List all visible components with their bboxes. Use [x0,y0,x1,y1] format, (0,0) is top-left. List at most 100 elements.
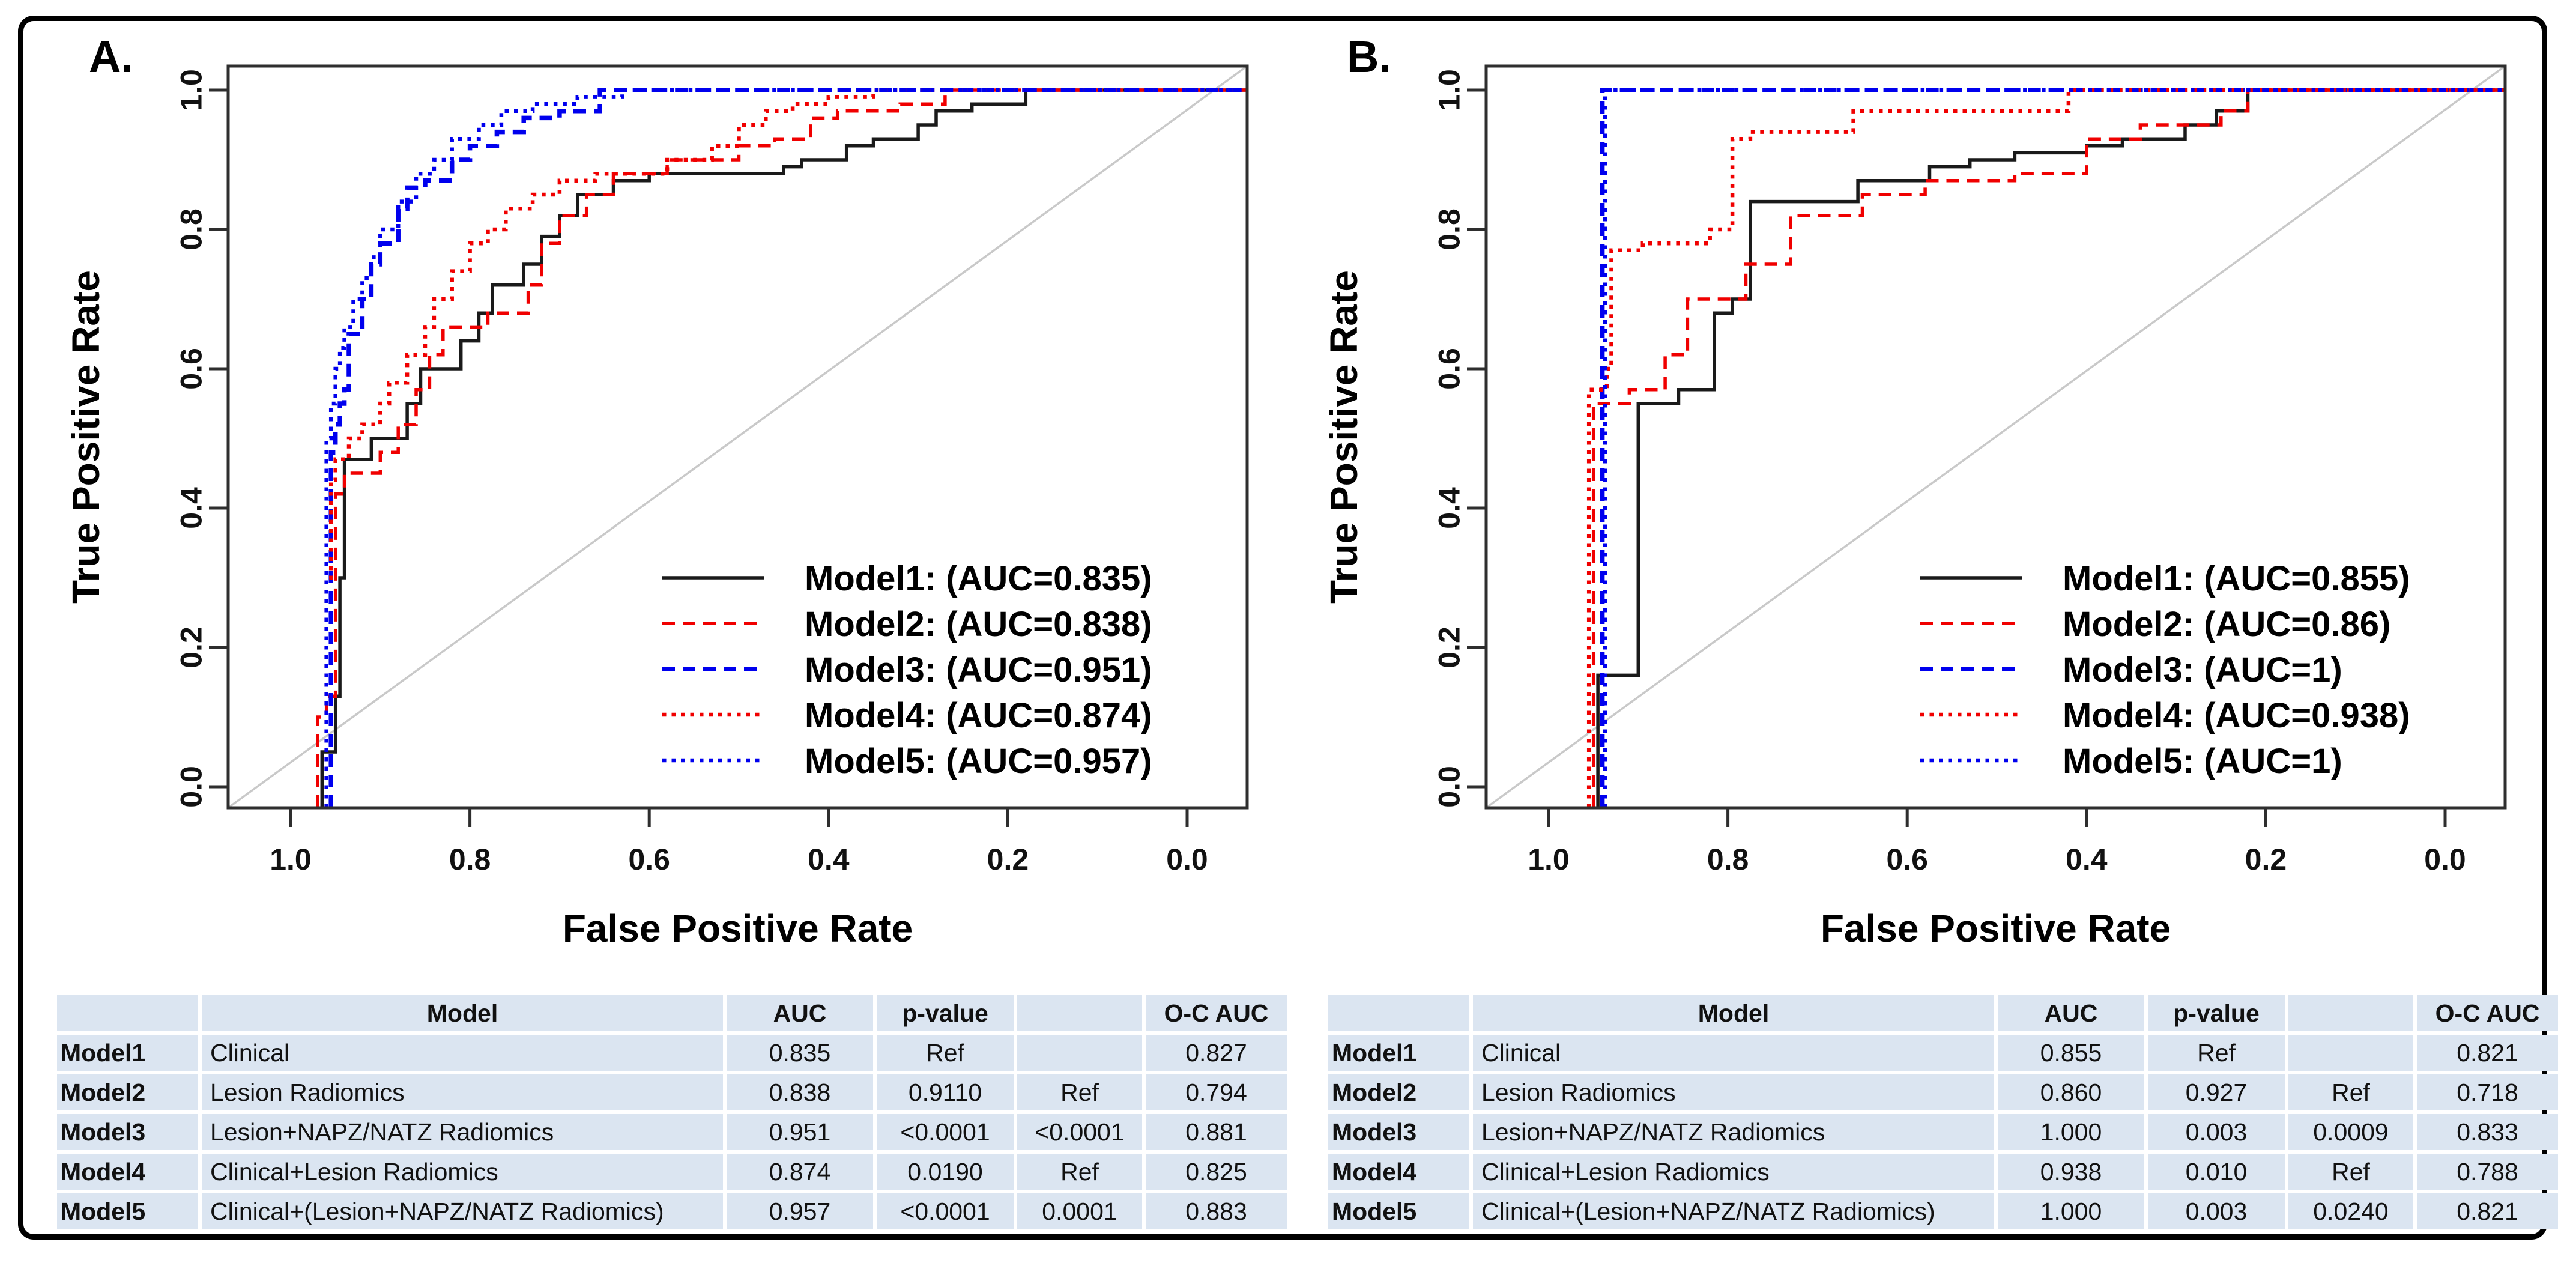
table-cell: 0.0009 [2288,1114,2413,1150]
table-cell: Lesion+NAPZ/NATZ Radiomics [202,1114,723,1150]
table-cell: 0.938 [1998,1154,2144,1190]
table-row-header: Model1 [1328,1035,1469,1071]
table-header-blank [57,995,198,1031]
results-table-a: Model AUC p-value O-C AUC Model1 Clinical 0.83… [57,995,1287,1229]
table-header-blank [1017,995,1142,1031]
table-cell: 0.718 [2417,1074,2558,1110]
table-cell: Lesion Radiomics [1473,1074,1994,1110]
table-header-blank [2288,995,2413,1031]
table-cell: 0.860 [1998,1074,2144,1110]
results-table-b: Model AUC p-value O-C AUC Model1 Clinical 0.85… [1328,995,2558,1229]
roc-curve-model3 [328,88,1247,808]
y-tick-label: 0.2 [1433,626,1466,668]
figure-border [18,16,2547,1240]
legend-label-model1: Model1: (AUC=0.835) [805,559,1152,598]
table-row-header: Model5 [1328,1193,1469,1229]
y-tick-label: 0.0 [1433,766,1466,808]
panel-label: B. [1347,32,1391,82]
y-tick-label: 0.4 [175,487,208,529]
diagonal-reference-line [1485,65,2506,809]
table-cell: Ref [2288,1154,2413,1190]
legend-label-model4: Model4: (AUC=0.938) [2063,696,2410,735]
table-cell: 0.927 [2148,1074,2285,1110]
table-header-o-c-auc: O-C AUC [2417,995,2558,1031]
table-cell: Ref [2288,1074,2413,1110]
table-cell: <0.0001 [1017,1114,1142,1150]
table-cell: 0.003 [2148,1193,2285,1229]
table-row-header: Model4 [57,1154,198,1190]
table-cell: Lesion+NAPZ/NATZ Radiomics [1473,1114,1994,1150]
table-cell: 0.881 [1146,1114,1287,1150]
legend-label-model3: Model3: (AUC=1) [2063,650,2342,689]
table-header-model: Model [1473,995,1994,1031]
y-tick-label: 0.8 [175,208,208,250]
table-cell [1017,1035,1142,1071]
table-cell: Ref [1017,1154,1142,1190]
roc-curve-model5 [324,88,1247,808]
x-tick-label: 0.8 [1707,843,1749,876]
table-header-auc: AUC [1998,995,2144,1031]
table-cell: 0.874 [727,1154,873,1190]
y-tick-label: 0.6 [1433,348,1466,390]
table-header-auc: AUC [727,995,873,1031]
diagonal-reference-line [227,65,1248,809]
x-tick-label: 1.0 [1528,843,1570,876]
table-cell: 0.0190 [877,1154,1014,1190]
x-axis-title: False Positive Rate [1821,907,2171,950]
y-tick-label: 0.2 [175,626,208,668]
table-header-o-c-auc: O-C AUC [1146,995,1287,1031]
legend-label-model5: Model5: (AUC=0.957) [805,742,1152,781]
y-axis-title: True Positive Rate [64,270,107,604]
table-cell: Clinical [1473,1035,1994,1071]
table-cell: 0.855 [1998,1035,2144,1071]
panel-label: A. [89,32,133,82]
table-row-header: Model2 [57,1074,198,1110]
table-cell: 0.794 [1146,1074,1287,1110]
table-cell: Clinical+Lesion Radiomics [202,1154,723,1190]
table-cell: Ref [2148,1035,2285,1071]
table-row-header: Model5 [57,1193,198,1229]
table-cell: Clinical+(Lesion+NAPZ/NATZ Radiomics) [202,1193,723,1229]
legend-label-model2: Model2: (AUC=0.838) [805,605,1152,644]
legend-label-model4: Model4: (AUC=0.874) [805,696,1152,735]
x-tick-label: 0.6 [1886,843,1928,876]
x-tick-label: 0.2 [2245,843,2287,876]
table-cell: Clinical [202,1035,723,1071]
table-cell: 0.838 [727,1074,873,1110]
table-cell: 0.833 [2417,1114,2558,1150]
roc-curve-model2 [316,88,1247,808]
x-tick-label: 0.2 [987,843,1029,876]
y-tick-label: 0.8 [1433,208,1466,250]
table-cell: 1.000 [1998,1193,2144,1229]
table-cell: 0.951 [727,1114,873,1150]
y-tick-label: 0.6 [175,348,208,390]
table-row-header: Model1 [57,1035,198,1071]
table-cell: 0.835 [727,1035,873,1071]
plot-box [226,64,1249,810]
roc-curve-model1 [320,88,1247,808]
x-tick-label: 1.0 [270,843,312,876]
y-tick-label: 0.4 [1433,487,1466,529]
y-tick-label: 0.0 [175,766,208,808]
table-cell: <0.0001 [877,1114,1014,1150]
table-cell: Lesion Radiomics [202,1074,723,1110]
legend-label-model5: Model5: (AUC=1) [2063,742,2342,781]
table-cell: 0.788 [2417,1154,2558,1190]
table-header-p-value: p-value [877,995,1014,1031]
roc-plot-b: 1.0 0.8 0.6 0.4 0.2 0.0 0.0 0.2 0.4 0.6 0.8 1.0 Fals… [1322,32,2507,950]
roc-curve-model4 [1586,88,2505,808]
y-tick-label: 1.0 [175,69,208,111]
table-cell: 0.0240 [2288,1193,2413,1229]
x-tick-label: 0.6 [628,843,670,876]
x-tick-label: 0.0 [2424,843,2466,876]
table-cell: 0.9110 [877,1074,1014,1110]
table-row-header: Model4 [1328,1154,1469,1190]
table-cell: Ref [1017,1074,1142,1110]
table-cell: 0.825 [1146,1154,1287,1190]
table-cell: 0.827 [1146,1035,1287,1071]
roc-curve-model5 [1603,88,2505,808]
x-tick-label: 0.0 [1166,843,1208,876]
table-cell: 0.883 [1146,1193,1287,1229]
table-cell: <0.0001 [877,1193,1014,1229]
y-axis-title: True Positive Rate [1322,270,1365,604]
